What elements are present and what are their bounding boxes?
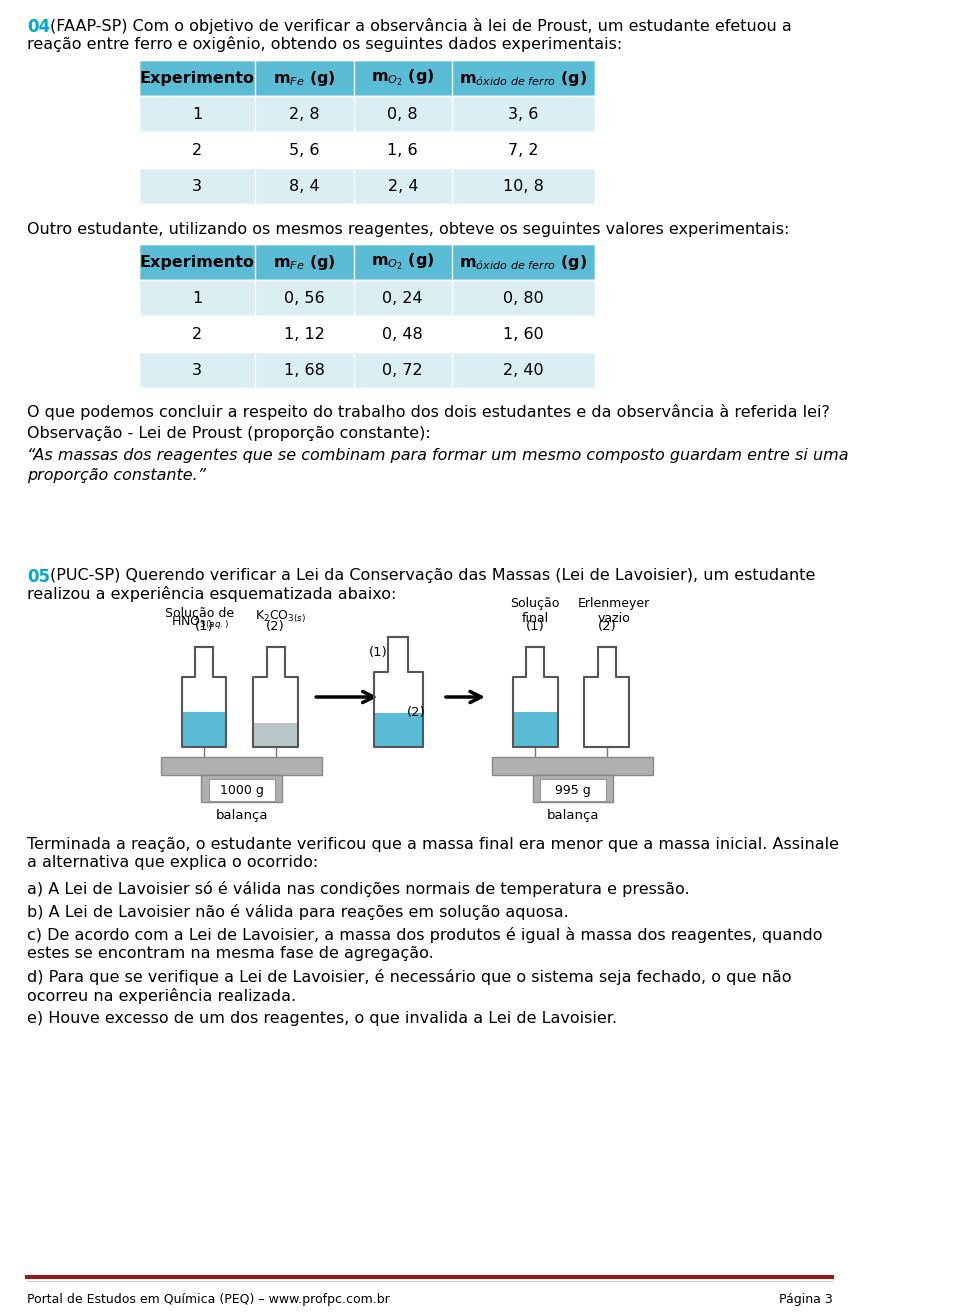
Text: Solução de: Solução de [165,608,234,619]
FancyBboxPatch shape [139,132,595,168]
Text: reação entre ferro e oxigênio, obtendo os seguintes dados experimentais:: reação entre ferro e oxigênio, obtendo o… [27,36,622,53]
Text: K$_2$CO$_{3(s)}$: K$_2$CO$_{3(s)}$ [254,609,305,625]
Text: Experimento: Experimento [139,255,254,270]
Text: 0, 48: 0, 48 [382,326,423,342]
Text: 3: 3 [192,179,202,193]
Text: (1): (1) [195,619,213,633]
Text: m$_{Fe}$ (g): m$_{Fe}$ (g) [273,252,336,271]
Text: Portal de Estudos em Química (PEQ) – www.profpc.com.br: Portal de Estudos em Química (PEQ) – www… [27,1293,390,1306]
FancyBboxPatch shape [139,280,595,316]
Text: 3: 3 [192,363,202,377]
Text: (FAAP-SP) Com o objetivo de verificar a observância à lei de Proust, um estudant: (FAAP-SP) Com o objetivo de verificar a … [50,18,792,34]
Text: 1000 g: 1000 g [220,784,264,797]
Text: realizou a experiência esquematizada abaixo:: realizou a experiência esquematizada aba… [27,586,396,602]
Text: m$_{Fe}$ (g): m$_{Fe}$ (g) [273,68,336,88]
FancyBboxPatch shape [533,775,613,802]
Text: (2): (2) [407,706,425,718]
Text: Solução
final: Solução final [511,597,560,625]
Text: 0, 8: 0, 8 [388,107,419,121]
Text: balança: balança [215,809,268,822]
Text: balança: balança [546,809,599,822]
Text: m$_{óxido\ de\ ferro}$ (g): m$_{óxido\ de\ ferro}$ (g) [460,68,588,88]
Text: O que podemos concluir a respeito do trabalho dos dois estudantes e da observânc: O que podemos concluir a respeito do tra… [27,404,829,419]
FancyBboxPatch shape [492,757,654,775]
Text: 1: 1 [192,291,202,305]
Text: Observação - Lei de Proust (proporção constante):: Observação - Lei de Proust (proporção co… [27,426,431,441]
Text: b) A Lei de Lavoisier não é válida para reações em solução aquosa.: b) A Lei de Lavoisier não é válida para … [27,903,568,920]
Text: a alternativa que explica o ocorrido:: a alternativa que explica o ocorrido: [27,855,318,871]
FancyBboxPatch shape [202,775,282,802]
Text: (2): (2) [266,619,285,633]
Text: Experimento: Experimento [139,71,254,85]
Text: (1): (1) [526,619,544,633]
Polygon shape [253,722,298,747]
Text: proporção constante.”: proporção constante.” [27,468,205,483]
Text: m$_{óxido\ de\ ferro}$ (g): m$_{óxido\ de\ ferro}$ (g) [460,252,588,271]
Text: estes se encontram na mesma fase de agregação.: estes se encontram na mesma fase de agre… [27,945,434,961]
FancyBboxPatch shape [208,778,275,801]
FancyBboxPatch shape [139,352,595,388]
Text: 7, 2: 7, 2 [509,142,539,158]
Text: 3, 6: 3, 6 [509,107,539,121]
FancyBboxPatch shape [139,96,595,132]
Text: 0, 56: 0, 56 [284,291,324,305]
FancyBboxPatch shape [161,757,323,775]
Text: 8, 4: 8, 4 [289,179,320,193]
Text: 2: 2 [192,326,202,342]
Text: c) De acordo com a Lei de Lavoisier, a massa dos produtos é igual à massa dos re: c) De acordo com a Lei de Lavoisier, a m… [27,927,823,943]
Text: a) A Lei de Lavoisier só é válida nas condições normais de temperatura e pressão: a) A Lei de Lavoisier só é válida nas co… [27,881,689,897]
Text: 1, 6: 1, 6 [388,142,419,158]
Text: 1, 60: 1, 60 [503,326,544,342]
Text: Erlenmeyer
vazio: Erlenmeyer vazio [578,597,650,625]
Text: 1: 1 [192,107,202,121]
Text: 0, 80: 0, 80 [503,291,544,305]
Text: 10, 8: 10, 8 [503,179,544,193]
Text: Terminada a reação, o estudante verificou que a massa final era menor que a mass: Terminada a reação, o estudante verifico… [27,838,839,852]
Text: 2: 2 [192,142,202,158]
Text: 05: 05 [27,568,50,586]
Text: e) Houve excesso de um dos reagentes, o que invalida a Lei de Lavoisier.: e) Houve excesso de um dos reagentes, o … [27,1011,617,1026]
Text: 04: 04 [27,18,50,36]
Text: (2): (2) [597,619,616,633]
Text: (PUC-SP) Querendo verificar a Lei da Conservação das Massas (Lei de Lavoisier), : (PUC-SP) Querendo verificar a Lei da Con… [50,568,815,583]
Text: (1): (1) [370,646,388,659]
Text: 0, 72: 0, 72 [382,363,423,377]
FancyBboxPatch shape [139,168,595,204]
Text: 2, 40: 2, 40 [503,363,544,377]
Text: 2, 4: 2, 4 [388,179,418,193]
Polygon shape [181,711,227,747]
Polygon shape [513,711,558,747]
Text: 5, 6: 5, 6 [289,142,320,158]
Polygon shape [373,713,423,747]
FancyBboxPatch shape [139,245,595,280]
Text: ocorreu na experiência realizada.: ocorreu na experiência realizada. [27,988,296,1003]
Text: 2, 8: 2, 8 [289,107,320,121]
Text: m$_{O_2}$ (g): m$_{O_2}$ (g) [371,67,435,88]
Text: HNO$_{3(aq.)}$: HNO$_{3(aq.)}$ [171,614,228,631]
Text: “As massas dos reagentes que se combinam para formar um mesmo composto guardam e: “As massas dos reagentes que se combinam… [27,448,849,463]
Text: 0, 24: 0, 24 [382,291,423,305]
Text: 995 g: 995 g [555,784,590,797]
Text: Outro estudante, utilizando os mesmos reagentes, obteve os seguintes valores exp: Outro estudante, utilizando os mesmos re… [27,222,789,237]
FancyBboxPatch shape [139,60,595,96]
Text: 1, 12: 1, 12 [284,326,324,342]
FancyBboxPatch shape [139,316,595,352]
Text: d) Para que se verifique a Lei de Lavoisier, é necessário que o sistema seja fec: d) Para que se verifique a Lei de Lavois… [27,969,791,985]
Text: m$_{O_2}$ (g): m$_{O_2}$ (g) [371,251,435,272]
FancyBboxPatch shape [540,778,606,801]
Text: 1, 68: 1, 68 [284,363,324,377]
Text: Página 3: Página 3 [779,1293,832,1306]
